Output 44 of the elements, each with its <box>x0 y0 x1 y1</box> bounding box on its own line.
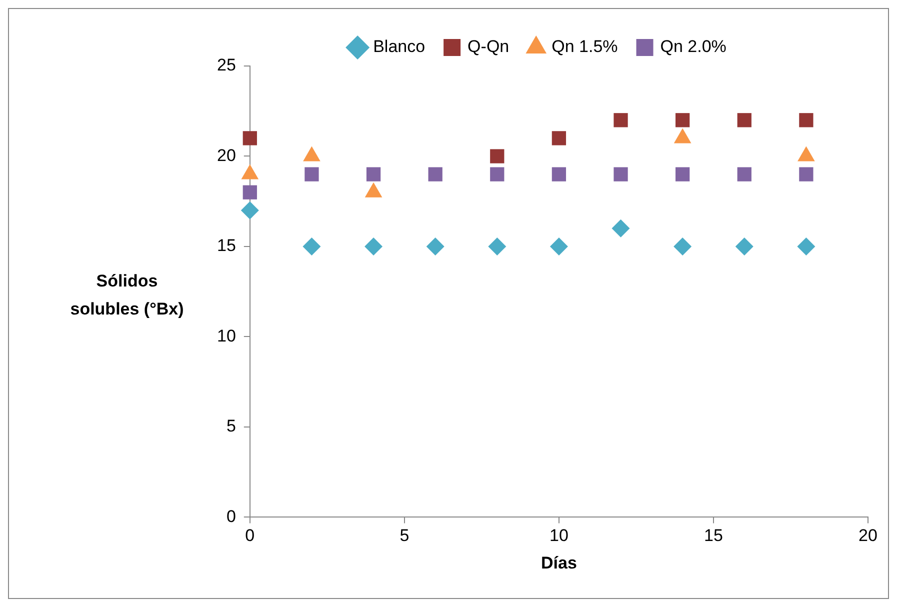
point <box>614 113 628 128</box>
point <box>302 237 321 256</box>
point <box>674 237 692 256</box>
y-axis-title: Sólidos solubles (°Bx) <box>70 271 184 318</box>
y-tick-label: 5 <box>226 416 236 436</box>
legend-label: Q-Qn <box>468 37 510 56</box>
y-tick-label: 25 <box>216 56 236 75</box>
point <box>552 131 566 146</box>
point <box>552 167 566 182</box>
point <box>304 167 319 182</box>
point <box>737 167 752 182</box>
point <box>428 167 442 182</box>
point <box>490 167 504 182</box>
x-tick-label: 0 <box>245 526 255 546</box>
point <box>490 149 504 164</box>
x-tick-label: 20 <box>858 526 878 546</box>
point <box>676 167 690 182</box>
legend-label: Qn 2.0% <box>660 37 726 56</box>
point <box>676 113 690 128</box>
point <box>737 113 752 128</box>
point <box>364 237 383 256</box>
y-tick-label: 20 <box>216 146 236 165</box>
point <box>242 185 257 200</box>
point <box>799 167 814 182</box>
point <box>735 237 754 256</box>
x-axis-title: Días <box>540 553 577 572</box>
point <box>797 237 816 256</box>
point <box>366 167 381 182</box>
y-tick-label: 0 <box>226 506 236 526</box>
point <box>612 219 630 238</box>
x-tick-label: 5 <box>400 526 410 546</box>
point <box>426 237 444 256</box>
legend-label: Blanco <box>373 37 426 56</box>
point <box>550 237 568 256</box>
legend-label: Qn 1.5% <box>552 37 618 56</box>
point <box>799 113 814 128</box>
x-tick-label: 10 <box>549 526 568 546</box>
point <box>614 167 628 182</box>
point <box>488 237 506 256</box>
x-tick-label: 15 <box>704 526 723 546</box>
y-tick-label: 10 <box>216 326 236 346</box>
point <box>242 131 257 146</box>
point <box>240 201 259 220</box>
y-tick-label: 15 <box>216 236 236 256</box>
